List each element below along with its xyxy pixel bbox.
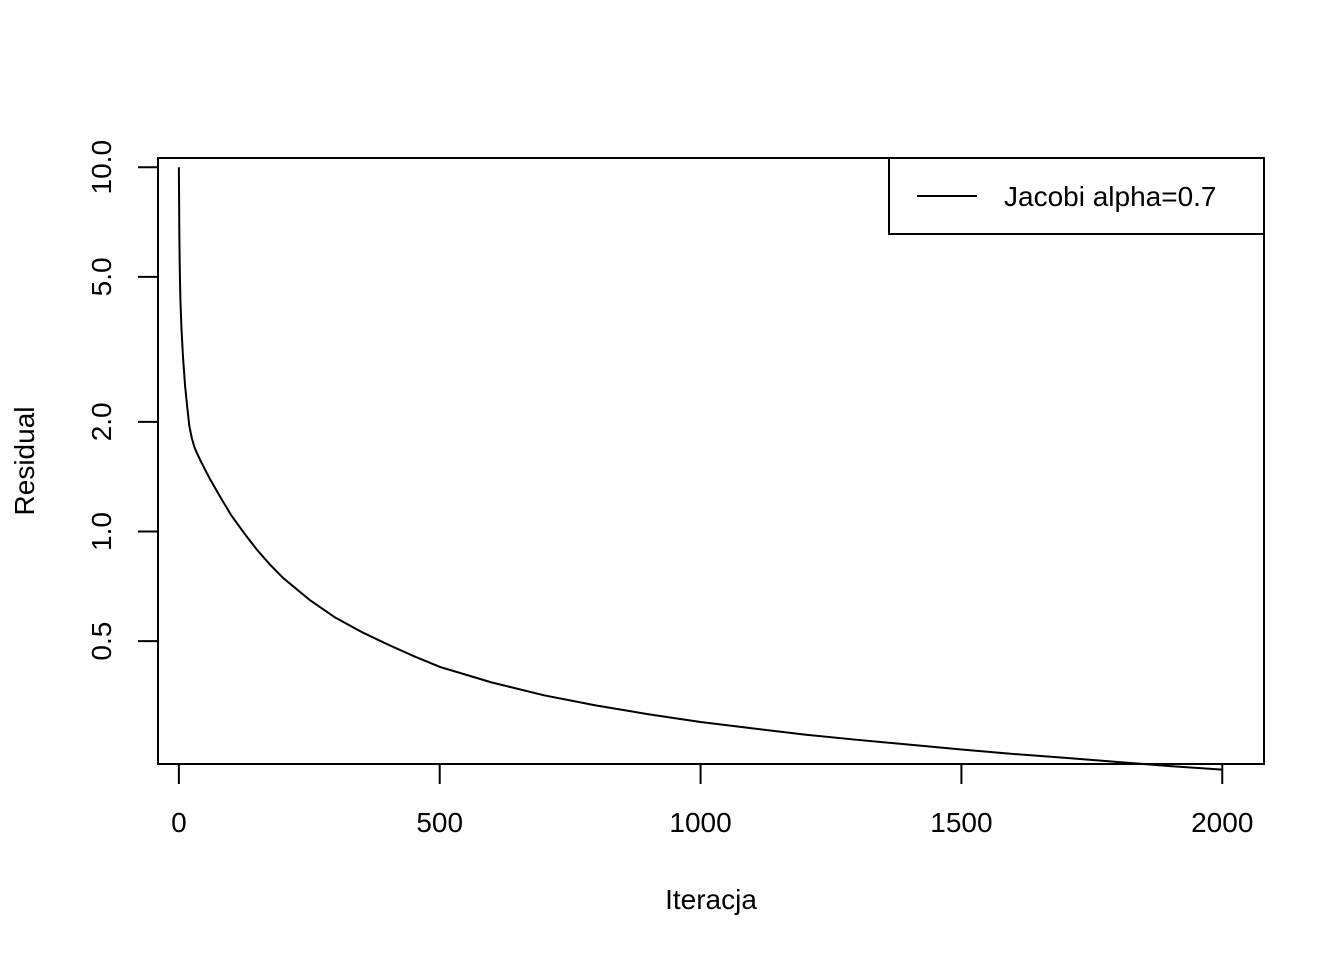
series-layer xyxy=(177,167,1223,771)
legend-label: Jacobi alpha=0.7 xyxy=(1004,181,1217,212)
y-tick-label: 2.0 xyxy=(86,402,117,441)
x-tick-label: 0 xyxy=(171,807,187,838)
legend: Jacobi alpha=0.7 xyxy=(888,157,1265,235)
y-axis-label: Residual xyxy=(9,407,40,516)
plot-area-frame xyxy=(157,157,1265,765)
x-tick-label: 1000 xyxy=(669,807,731,838)
x-tick-label: 2000 xyxy=(1191,807,1253,838)
y-tick-label: 5.0 xyxy=(86,257,117,296)
x-tick-label: 1500 xyxy=(930,807,992,838)
x-tick-label: 500 xyxy=(416,807,463,838)
y-axis: 0.5 1.0 2.0 5.0 10.0 xyxy=(86,140,159,661)
x-axis: 0 500 1000 1500 2000 xyxy=(171,763,1253,838)
x-axis-label: Iteracja xyxy=(665,884,757,915)
y-tick-label: 10.0 xyxy=(86,140,117,195)
y-tick-label: 1.0 xyxy=(86,512,117,551)
y-tick-label: 0.5 xyxy=(86,622,117,661)
series-line-jacobi xyxy=(177,167,1223,771)
